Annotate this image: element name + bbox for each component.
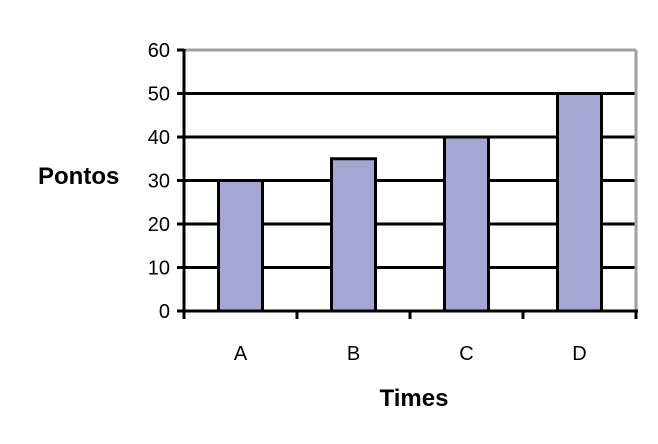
y-axis-title: Pontos (38, 163, 119, 190)
x-tick-label: C (459, 343, 473, 365)
x-tick-labels: A B C D (234, 343, 587, 365)
bar-A (217, 179, 264, 313)
x-tick-label: B (347, 343, 360, 365)
x-tick-label: D (572, 343, 586, 365)
y-tick-label: 30 (148, 171, 170, 193)
x-tick-label: A (234, 343, 248, 365)
y-tick-label: 60 (148, 40, 170, 62)
y-tick-label: 50 (148, 84, 170, 106)
y-tick-label: 10 (148, 258, 170, 280)
y-tick-labels: 0 10 20 30 40 50 60 (148, 40, 170, 323)
axes (177, 48, 638, 319)
bars (217, 92, 603, 313)
x-axis-title: Times (380, 385, 449, 412)
bar-D (556, 92, 603, 313)
y-tick-label: 20 (148, 214, 170, 236)
bar-B (330, 157, 377, 313)
y-tick-label: 0 (159, 301, 170, 323)
bar-C (443, 135, 490, 313)
y-tick-label: 40 (148, 127, 170, 149)
